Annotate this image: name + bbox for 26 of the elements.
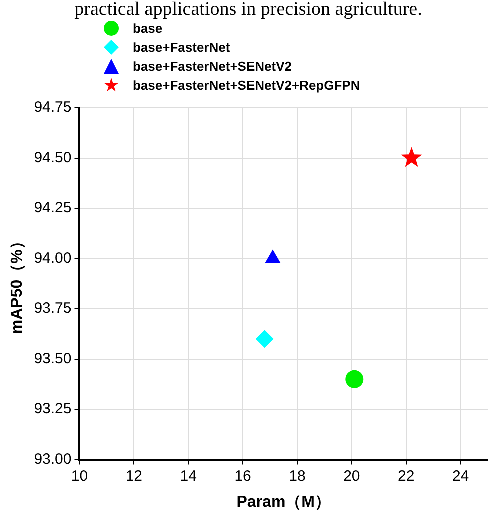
legend-label: base [133, 21, 163, 36]
x-tick-label: 16 [234, 468, 252, 485]
point [401, 147, 422, 168]
x-tick-label: 10 [71, 468, 88, 485]
y-tick-label: 93.25 [34, 400, 72, 418]
x-axis-title: Param（M） [236, 494, 331, 511]
y-tick-label: 93.75 [34, 300, 72, 318]
y-tick-label: 93.50 [34, 350, 72, 368]
y-tick-label: 94.75 [34, 99, 72, 116]
y-axis-title: mAP50（%） [9, 234, 26, 334]
y-tick-label: 94.00 [34, 250, 72, 267]
x-tick-label: 14 [180, 468, 197, 485]
point [346, 370, 364, 388]
x-tick-label: 24 [452, 468, 470, 485]
legend-label: base+FasterNet [133, 40, 230, 55]
x-tick-label: 18 [289, 468, 306, 485]
legend-label: base+FasterNet+SENetV2+RepGFPN [133, 78, 360, 93]
y-tick-label: 93.00 [34, 450, 72, 468]
x-tick-label: 22 [398, 468, 415, 485]
x-tick-label: 20 [344, 468, 360, 485]
y-tick-label: 94.25 [34, 200, 72, 217]
text: practical applications in precision agriculture. [74, 0, 424, 20]
y-tick-label: 94.50 [34, 149, 72, 166]
legend-label: base+FasterNet+SENetV2 [133, 59, 292, 74]
point [256, 330, 274, 348]
x-tick-label: 12 [126, 468, 143, 485]
